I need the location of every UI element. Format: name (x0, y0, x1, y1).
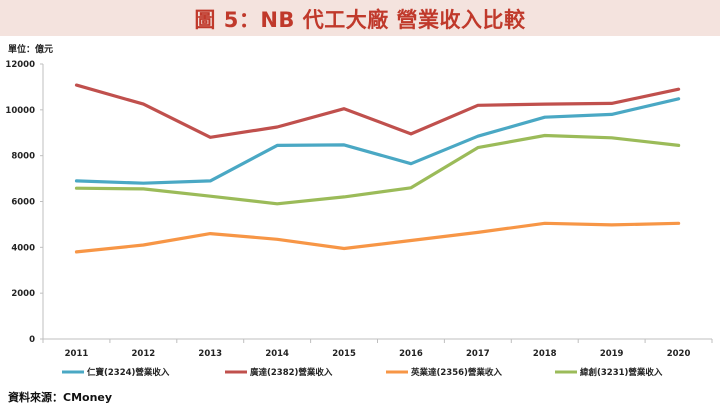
x-tick-label: 2017 (466, 349, 490, 359)
x-tick-label: 2019 (600, 349, 624, 359)
chart-title: 圖 5：NB 代工大廠 營業收入比較 (194, 8, 526, 32)
title-band (0, 0, 720, 36)
series-line-4 (74, 133, 681, 206)
x-tick-label: 2011 (65, 349, 89, 359)
x-tick-label: 2020 (667, 349, 691, 359)
legend-label: 廣達(2382)營業收入 (249, 367, 333, 378)
source-note: 資料來源：CMoney (8, 391, 113, 404)
y-tick-label: 10000 (5, 106, 35, 116)
legend-label: 英業達(2356)營業收入 (410, 367, 502, 378)
y-tick-label: 0 (29, 335, 35, 345)
series-line-1 (74, 97, 681, 185)
x-tick-label: 2014 (265, 349, 289, 359)
chart-legend: 仁寶(2324)營業收入 廣達(2382)營業收入 英業達(2356)營業收入 緯創(… (62, 367, 663, 378)
y-tick-label: 6000 (11, 198, 35, 208)
chart-axes: 0 2000 4000 6000 8000 10000 12000 2011 2012 2013 2… (5, 60, 713, 359)
x-tick-label: 2012 (132, 349, 156, 359)
legend-label: 仁寶(2324)營業收入 (87, 367, 170, 378)
y-tick-label: 4000 (11, 243, 35, 253)
y-tick-label: 12000 (5, 60, 35, 70)
y-tick-label: 8000 (11, 152, 35, 162)
y-tick-label: 2000 (11, 289, 35, 299)
x-tick-label: 2013 (198, 349, 222, 359)
x-tick-label: 2016 (399, 349, 423, 359)
unit-label: 單位：億元 (8, 45, 54, 55)
chart-series (74, 83, 681, 254)
x-tick-label: 2018 (533, 349, 557, 359)
series-line-2 (74, 83, 681, 139)
series-line-3 (74, 221, 681, 254)
legend-label: 緯創(3231)營業收入 (580, 367, 663, 378)
x-tick-label: 2015 (332, 349, 356, 359)
